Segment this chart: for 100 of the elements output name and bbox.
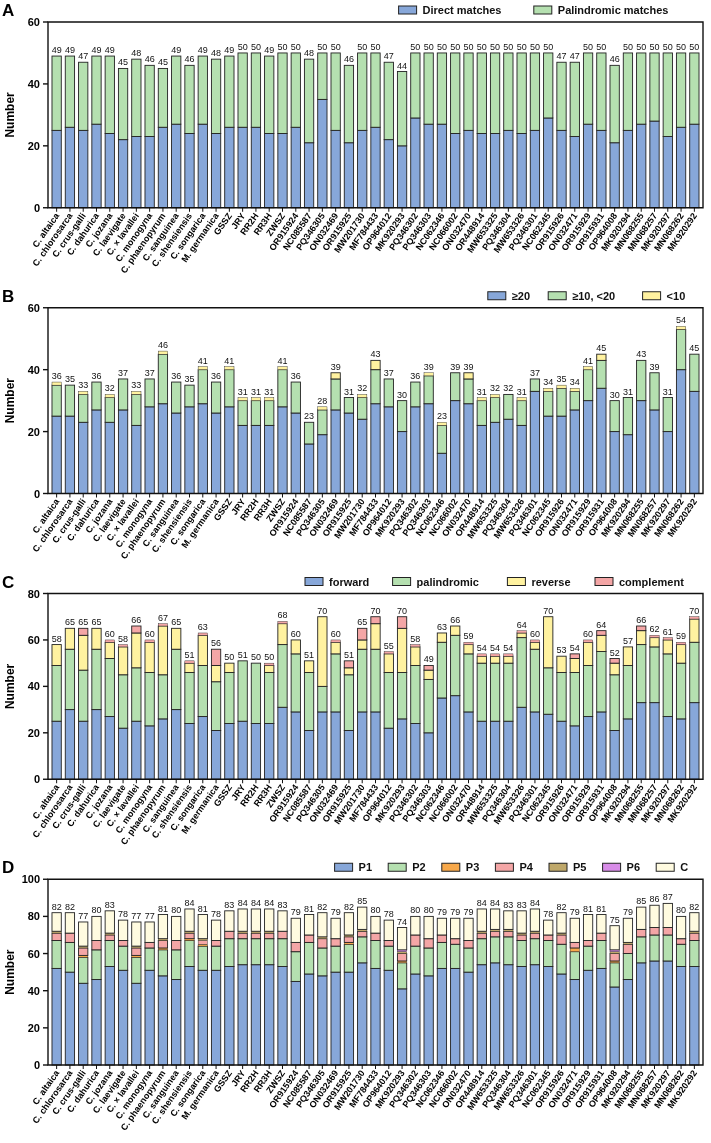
total-label: 23 [436,411,447,422]
y-tick-label: 0 [33,773,40,786]
y-tick-label: 40 [27,363,40,376]
chart-title: A [2,1,15,20]
total-label: 36 [51,371,62,382]
total-label: 51 [343,649,354,660]
total-label: 83 [503,899,514,910]
total-label: 65 [78,617,89,628]
legend-label: complement [619,575,685,588]
total-label: 47 [569,51,580,62]
total-label: 36 [171,371,182,382]
total-label: 50 [237,41,248,52]
total-label: 30 [397,389,408,400]
total-label: 50 [490,41,501,52]
total-label: 51 [184,649,195,660]
total-label: 35 [64,374,75,385]
total-label: 78 [118,909,129,920]
total-label: 49 [224,45,235,56]
total-label: 49 [51,45,62,56]
total-label: 44 [397,60,408,71]
total-label: 36 [91,371,102,382]
total-label: 60 [290,628,301,639]
total-label: 45 [596,343,607,354]
total-label: 50 [503,41,514,52]
total-label: 31 [237,386,248,397]
total-label: 47 [383,51,394,62]
total-label: 46 [184,54,195,65]
total-label: 49 [104,45,115,56]
total-label: 79 [463,907,474,918]
total-label: 41 [277,355,288,366]
chart-title: B [2,286,15,306]
total-label: 49 [91,45,102,56]
legend-label: forward [329,575,370,588]
total-label: 50 [636,41,647,52]
legend-label: P4 [519,861,534,874]
total-label: 60 [144,628,155,639]
total-label: 55 [383,640,394,651]
total-label: 70 [397,605,408,616]
y-tick-label: 20 [27,139,40,152]
total-label: 84 [264,897,275,908]
total-label: 87 [662,892,673,903]
total-label: 86 [649,894,660,905]
total-label: 70 [689,605,700,616]
total-label: 79 [290,907,301,918]
y-tick-label: 80 [27,910,40,923]
total-label: 78 [211,909,222,920]
total-label: 45 [157,57,168,68]
total-label: 58 [51,633,62,644]
total-label: 84 [476,897,487,908]
legend-label: P5 [573,861,587,874]
total-label: 50 [250,652,261,663]
legend-label: P3 [465,861,480,874]
total-label: 81 [304,903,315,914]
total-label: 68 [277,610,288,621]
total-label: 50 [676,41,687,52]
total-label: 49 [264,45,275,56]
total-label: 79 [450,907,461,918]
total-label: 31 [343,386,354,397]
legend-label: <10 [666,289,686,302]
total-label: 80 [91,905,102,916]
total-label: 43 [636,349,647,360]
total-label: 77 [78,910,89,921]
total-label: 46 [157,340,168,351]
total-label: 70 [543,605,554,616]
total-label: 82 [64,901,75,912]
total-label: 60 [583,628,594,639]
total-label: 39 [423,361,434,372]
total-label: 65 [64,617,75,628]
total-label: 54 [569,642,580,653]
legend-label: P1 [358,861,373,874]
total-label: 23 [304,411,315,422]
total-label: 84 [529,897,540,908]
total-label: 39 [450,361,461,372]
y-axis-title: Number [3,949,17,995]
total-label: 50 [649,41,660,52]
total-label: 67 [157,612,168,623]
total-label: 79 [622,907,633,918]
total-label: 80 [171,905,182,916]
total-label: 70 [370,605,381,616]
total-label: 79 [330,907,341,918]
total-label: 50 [250,41,261,52]
total-label: 50 [410,41,421,52]
total-label: 50 [476,41,487,52]
total-label: 82 [556,901,567,912]
total-label: 41 [224,355,235,366]
y-tick-label: 20 [27,726,40,739]
y-tick-label: 20 [27,425,40,438]
total-label: 49 [64,45,75,56]
total-label: 58 [410,633,421,644]
total-label: 83 [224,899,235,910]
total-label: 65 [91,617,102,628]
total-label: 77 [144,910,155,921]
total-label: 81 [197,903,208,914]
y-tick-label: 40 [27,77,40,90]
total-label: 50 [450,41,461,52]
total-label: 39 [330,361,341,372]
total-label: 33 [78,380,89,391]
total-label: 41 [197,355,208,366]
total-label: 63 [197,621,208,632]
total-label: 31 [622,386,633,397]
